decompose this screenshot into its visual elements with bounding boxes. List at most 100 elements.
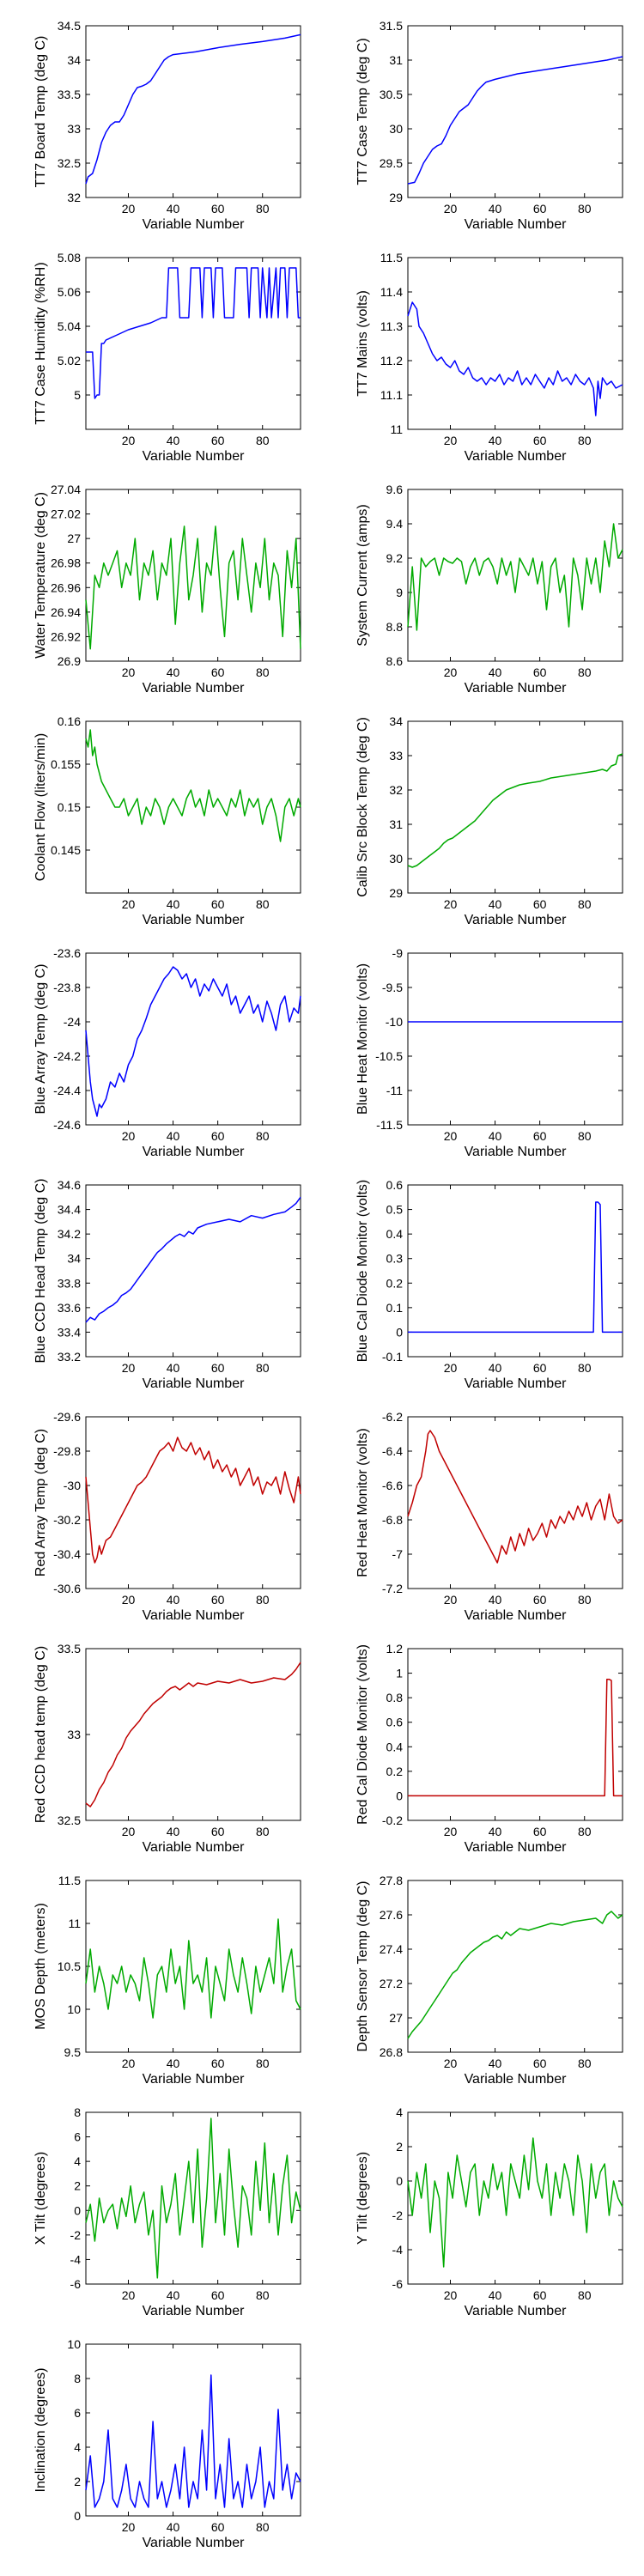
line-chart: 20 40 60 80 -24.6 -24.4 -24.2 -24 -23.8 -23.6 Vari…: [33, 946, 301, 1159]
x-tick-label: 80: [256, 1129, 270, 1143]
x-tick-label: 40: [489, 434, 502, 447]
x-tick-label: 80: [578, 1825, 592, 1838]
chart-panel: 20 40 60 80 -30.6 -30.4 -30.2 -30 -29.8 -29.6 Vari…: [0, 1391, 322, 1623]
y-tick-label: 5.04: [58, 319, 81, 333]
series-line: [85, 1196, 301, 1323]
y-tick-label: 27.8: [380, 1874, 403, 1887]
y-tick-label: -24.6: [53, 1118, 81, 1132]
y-tick-label: 0.8: [386, 1691, 404, 1704]
x-tick-label: 40: [489, 1593, 502, 1607]
chart-panel: 20 40 60 80 -24.6 -24.4 -24.2 -24 -23.8 -23.6 Vari…: [0, 927, 322, 1159]
y-tick-label: 5.06: [58, 285, 81, 299]
y-tick-label: -30: [64, 1479, 81, 1492]
line-chart: 20 40 60 80 26.9 26.92 26.94 26.96 26.98 27 27.02 2…: [33, 483, 301, 696]
x-tick-label: 60: [211, 1593, 225, 1607]
x-tick-label: 80: [256, 1361, 270, 1375]
line-chart: 20 40 60 80 -6 -4 -2 0 2 4 6 8 Variable Number X Tilt…: [33, 2105, 301, 2318]
y-tick-label: 9.5: [64, 2045, 82, 2059]
y-tick-label: 0: [396, 1325, 403, 1339]
x-tick-label: 20: [122, 1361, 136, 1375]
y-tick-label: 33.5: [58, 1642, 81, 1656]
y-tick-label: 0.3: [386, 1252, 404, 1266]
chart-panel: 20 40 60 80 32 32.5 33 33.5 34 34.5 Variable Numbe…: [0, 0, 322, 232]
y-tick-label: 4: [74, 2154, 81, 2168]
y-tick-label: -6.4: [382, 1444, 403, 1458]
x-axis-label: Variable Number: [143, 1145, 246, 1159]
y-axis-label: Blue CCD Head Temp (deg C): [33, 1179, 48, 1364]
y-axis-label: Red CCD head temp (deg C): [33, 1646, 48, 1823]
line-chart: 20 40 60 80 26.8 27 27.2 27.4 27.6 27.8 Variable N…: [355, 1874, 623, 2087]
y-tick-label: 31: [389, 53, 403, 67]
y-tick-label: 30: [389, 852, 403, 866]
x-tick-label: 40: [489, 1825, 502, 1838]
y-tick-label: 26.98: [51, 556, 81, 570]
x-tick-label: 20: [122, 2057, 136, 2070]
chart-panel: 20 40 60 80 -11.5 -11 -10.5 -10 -9.5 -9 Variable N…: [322, 927, 644, 1159]
y-tick-label: 6: [74, 2406, 81, 2420]
y-axis-label: System Current (amps): [355, 504, 370, 646]
chart-panel: 20 40 60 80 -6 -4 -2 0 2 4 Variable Number Y Tilt (…: [322, 2087, 644, 2318]
y-tick-label: 0.15: [58, 800, 81, 814]
chart-panel: 20 40 60 80 0.145 0.15 0.155 0.16 Variable Numbe…: [0, 696, 322, 927]
x-tick-label: 80: [256, 1825, 270, 1838]
y-axis-label: Red Cal Diode Monitor (volts): [355, 1644, 370, 1825]
x-tick-label: 80: [578, 665, 592, 679]
y-tick-label: 30: [389, 122, 403, 136]
x-tick-label: 80: [578, 1361, 592, 1375]
y-axis-label: TT7 Mains (volts): [355, 290, 370, 397]
series-line: [85, 1918, 301, 2019]
y-tick-label: 34.2: [58, 1227, 81, 1241]
y-tick-label: -23.8: [53, 981, 81, 994]
y-tick-label: 11.1: [380, 388, 403, 402]
y-tick-label: -24: [64, 1015, 81, 1029]
x-axis-label: Variable Number: [465, 1145, 568, 1159]
x-tick-label: 20: [444, 2057, 458, 2070]
y-tick-label: -30.2: [53, 1513, 81, 1527]
x-tick-label: 40: [489, 2057, 502, 2070]
x-tick-label: 80: [578, 202, 592, 216]
x-axis-label: Variable Number: [143, 1376, 246, 1391]
series-line: [407, 1430, 623, 1564]
y-tick-label: 2: [396, 2140, 403, 2154]
x-axis-label: Variable Number: [465, 2304, 568, 2318]
y-tick-label: 27.2: [380, 1977, 403, 1990]
y-axis-label: Inclination (degrees): [33, 2368, 48, 2493]
plot-frame: [85, 952, 301, 1126]
chart-panel: 20 40 60 80 -6 -4 -2 0 2 4 6 8 Variable Number X Tilt…: [0, 2087, 322, 2318]
x-axis-label: Variable Number: [465, 217, 568, 232]
x-axis-label: Variable Number: [465, 913, 568, 927]
y-tick-label: 29: [389, 191, 403, 204]
y-tick-label: 11.3: [380, 319, 403, 333]
x-tick-label: 20: [444, 434, 458, 447]
y-axis-label: Depth Sensor Temp (deg C): [355, 1881, 370, 2052]
series-line: [85, 729, 301, 842]
x-tick-label: 40: [167, 1129, 180, 1143]
x-tick-label: 20: [122, 2520, 136, 2534]
line-chart: 20 40 60 80 -0.2 0 0.2 0.4 0.6 0.8 1 1.2 Variable Nu…: [355, 1642, 623, 1855]
chart-panel: 20 40 60 80 29 29.5 30 30.5 31 31.5 Variable Numbe…: [322, 0, 644, 232]
x-tick-label: 80: [578, 2057, 592, 2070]
chart-panel: 20 40 60 80 32.5 33 33.5 Variable Number Red CCD…: [0, 1623, 322, 1855]
chart-panel: 20 40 60 80 8.6 8.8 9 9.2 9.4 9.6 Variable Number S…: [322, 464, 644, 696]
y-tick-label: -9: [392, 946, 404, 960]
y-tick-label: 9: [396, 586, 403, 599]
line-chart: 20 40 60 80 32.5 33 33.5 Variable Number Red CCD…: [33, 1642, 301, 1855]
y-tick-label: 8.8: [386, 620, 404, 634]
series-line: [407, 56, 623, 185]
x-tick-label: 60: [211, 434, 225, 447]
x-tick-label: 80: [256, 897, 270, 911]
y-tick-label: 1.2: [386, 1642, 404, 1656]
plot-frame: [407, 1880, 623, 2053]
x-axis-label: Variable Number: [143, 2072, 246, 2087]
x-tick-label: 40: [167, 434, 180, 447]
y-tick-label: 26.96: [51, 580, 81, 594]
x-tick-label: 80: [256, 2288, 270, 2302]
chart-panel: 20 40 60 80 5 5.02 5.04 5.06 5.08 Variable Number…: [0, 232, 322, 464]
x-tick-label: 40: [167, 2520, 180, 2534]
y-tick-label: 30.5: [380, 88, 403, 101]
x-tick-label: 40: [167, 665, 180, 679]
y-tick-label: 11: [390, 422, 403, 436]
y-tick-label: -4: [392, 2243, 404, 2257]
x-tick-label: 40: [489, 1361, 502, 1375]
